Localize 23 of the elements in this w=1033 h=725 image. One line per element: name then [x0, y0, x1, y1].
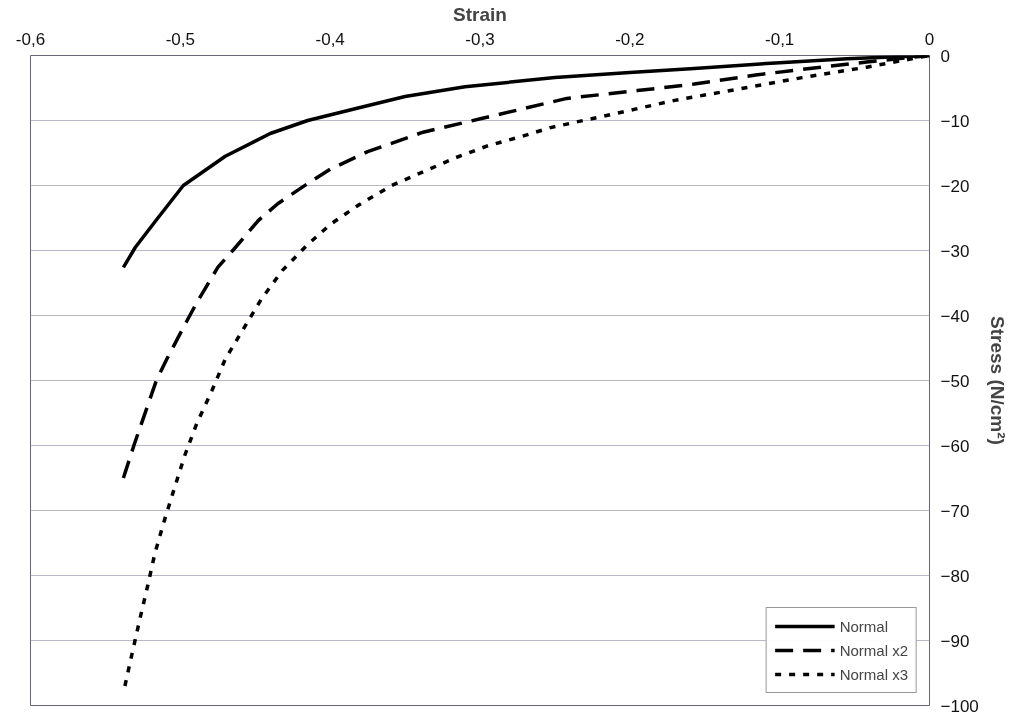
x-tick-label: -0,5	[165, 29, 195, 49]
x-tick-label: -0,3	[465, 29, 495, 49]
x-tick-label: -0,6	[15, 29, 46, 49]
y-tick-label: −20	[940, 176, 970, 196]
y-tick-label: −30	[940, 241, 970, 261]
y-tick-label: −50	[940, 371, 970, 391]
y-axis-title: Stress (N/cm²)	[986, 316, 1008, 445]
legend-label: Normal x2	[839, 641, 908, 659]
x-tick-label: -0,4	[315, 29, 345, 49]
x-tick-label: -0,2	[615, 29, 645, 49]
y-tick-label: −80	[940, 566, 970, 586]
y-tick-label: −90	[940, 631, 970, 651]
y-tick-label: −40	[940, 306, 970, 326]
x-axis-title: Strain	[453, 3, 507, 25]
y-tick-label: −100	[940, 696, 979, 716]
y-tick-label: −70	[940, 501, 970, 521]
legend-label: Normal	[839, 617, 888, 635]
legend-label: Normal x3	[839, 665, 908, 683]
y-tick-label: 0	[940, 46, 950, 66]
y-tick-label: −60	[940, 436, 970, 456]
y-tick-label: −10	[940, 111, 970, 131]
x-tick-label: 0	[924, 29, 935, 49]
x-tick-label: -0,1	[765, 29, 795, 49]
